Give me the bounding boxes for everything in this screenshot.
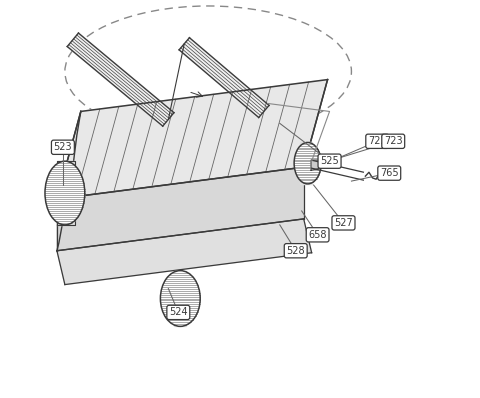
Polygon shape — [300, 142, 312, 184]
Text: 658: 658 — [308, 230, 327, 240]
Polygon shape — [57, 219, 312, 285]
Text: 523: 523 — [54, 142, 72, 152]
Text: 528: 528 — [287, 246, 305, 256]
Text: 722: 722 — [368, 136, 387, 146]
Text: 723: 723 — [384, 136, 403, 146]
Ellipse shape — [294, 142, 321, 184]
Polygon shape — [67, 33, 174, 126]
Polygon shape — [57, 167, 304, 251]
Polygon shape — [174, 271, 186, 326]
Ellipse shape — [160, 271, 200, 326]
Ellipse shape — [45, 161, 85, 225]
Text: 525: 525 — [320, 156, 339, 166]
Text: 765: 765 — [380, 168, 398, 178]
Polygon shape — [57, 80, 327, 199]
Polygon shape — [311, 160, 327, 170]
Polygon shape — [57, 161, 75, 225]
Polygon shape — [179, 38, 269, 117]
Text: 527: 527 — [334, 218, 353, 228]
Text: 524: 524 — [169, 307, 188, 318]
